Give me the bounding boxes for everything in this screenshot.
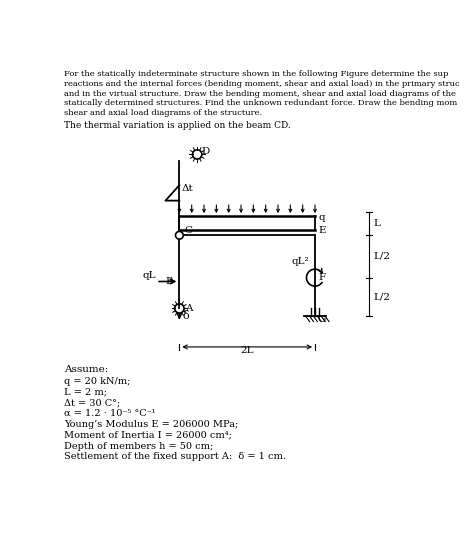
Text: L/2: L/2 xyxy=(374,251,391,261)
Text: B: B xyxy=(165,277,173,286)
Text: 2L: 2L xyxy=(240,346,254,355)
Text: For the statically indeterminate structure shown in the following Figure determi: For the statically indeterminate structu… xyxy=(64,70,448,79)
Text: statically determined structures. Find the unknown redundant force. Draw the ben: statically determined structures. Find t… xyxy=(64,99,457,108)
Text: Moment of Inertia I = 26000 cm⁴;: Moment of Inertia I = 26000 cm⁴; xyxy=(64,431,232,440)
Text: qL²: qL² xyxy=(292,257,310,266)
Text: G: G xyxy=(317,315,326,324)
Text: L/2: L/2 xyxy=(374,293,391,301)
Text: Δt: Δt xyxy=(182,184,193,193)
Text: D: D xyxy=(201,147,210,156)
Text: Settlement of the fixed support A:  δ = 1 cm.: Settlement of the fixed support A: δ = 1… xyxy=(64,452,286,461)
Text: The thermal variation is applied on the beam CD.: The thermal variation is applied on the … xyxy=(64,121,291,130)
Text: E: E xyxy=(318,226,326,235)
Circle shape xyxy=(175,232,183,239)
Text: Depth of members h = 50 cm;: Depth of members h = 50 cm; xyxy=(64,441,213,451)
Text: F: F xyxy=(319,273,326,282)
Text: Δt = 30 C°;: Δt = 30 C°; xyxy=(64,399,120,407)
Text: reactions and the internal forces (bending moment, shear and axial load) in the : reactions and the internal forces (bendi… xyxy=(64,80,459,88)
Text: Young’s Modulus E = 206000 MPa;: Young’s Modulus E = 206000 MPa; xyxy=(64,420,238,429)
Text: L = 2 m;: L = 2 m; xyxy=(64,388,107,397)
Text: A: A xyxy=(185,304,192,313)
Text: δ: δ xyxy=(182,311,189,321)
Text: q: q xyxy=(319,213,326,222)
Text: q = 20 kN/m;: q = 20 kN/m; xyxy=(64,377,130,386)
Text: Assume:: Assume: xyxy=(64,365,108,374)
Text: qL: qL xyxy=(142,271,155,279)
Text: C: C xyxy=(184,226,192,235)
Text: shear and axial load diagrams of the structure.: shear and axial load diagrams of the str… xyxy=(64,109,262,117)
Text: and in the virtual structure. Draw the bending moment, shear and axial load diag: and in the virtual structure. Draw the b… xyxy=(64,89,456,98)
Text: L: L xyxy=(374,219,381,228)
Text: α = 1.2 · 10⁻⁵ °C⁻¹: α = 1.2 · 10⁻⁵ °C⁻¹ xyxy=(64,410,155,418)
